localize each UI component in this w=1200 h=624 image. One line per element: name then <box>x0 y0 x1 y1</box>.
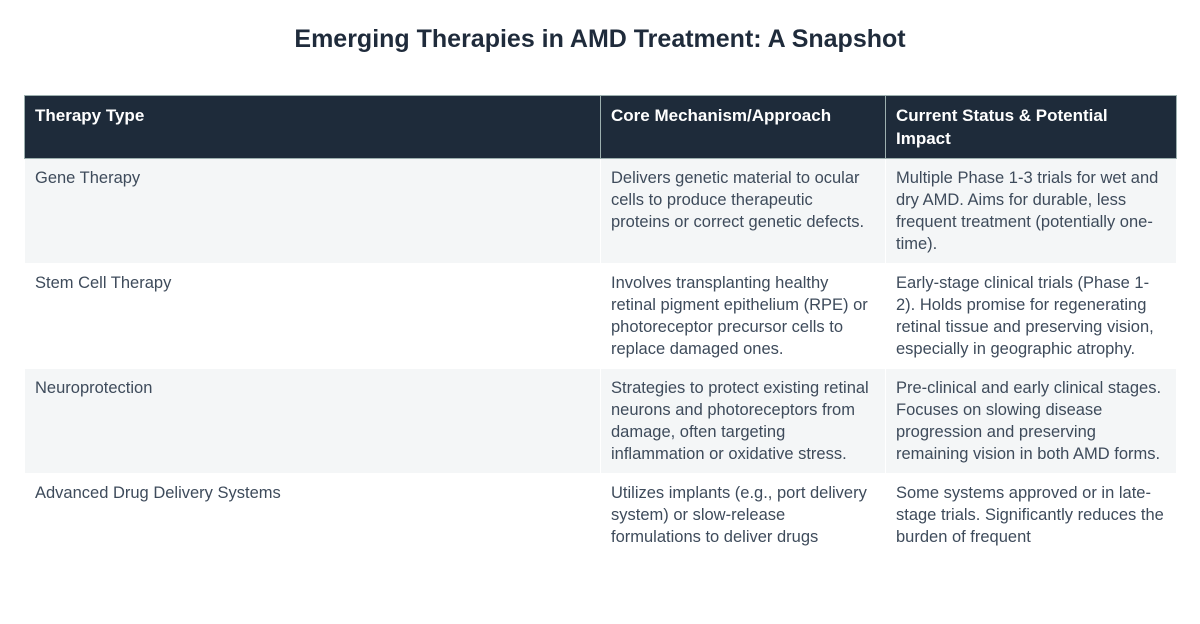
table-header-row: Therapy Type Core Mechanism/Approach Cur… <box>24 95 1177 159</box>
cell-current-status: Early-stage clinical trials (Phase 1-2).… <box>885 263 1177 369</box>
cell-core-mechanism: Delivers genetic material to ocular cell… <box>600 158 886 264</box>
cell-current-status: Multiple Phase 1-3 trials for wet and dr… <box>885 158 1177 264</box>
table-row: Gene Therapy Delivers genetic material t… <box>24 158 1177 264</box>
cell-therapy-type: Gene Therapy <box>24 158 601 264</box>
column-header-core-mechanism: Core Mechanism/Approach <box>600 95 886 159</box>
cell-current-status: Some systems approved or in late-stage t… <box>885 473 1177 557</box>
page-title: Emerging Therapies in AMD Treatment: A S… <box>294 25 906 53</box>
column-header-therapy-type: Therapy Type <box>24 95 601 159</box>
column-header-current-status: Current Status & Potential Impact <box>885 95 1177 159</box>
cell-core-mechanism: Strategies to protect existing retinal n… <box>600 368 886 474</box>
table-row: Neuroprotection Strategies to protect ex… <box>24 368 1177 474</box>
cell-current-status: Pre-clinical and early clinical stages. … <box>885 368 1177 474</box>
cell-core-mechanism: Involves transplanting healthy retinal p… <box>600 263 886 369</box>
cell-core-mechanism: Utilizes implants (e.g., port delivery s… <box>600 473 886 557</box>
cell-therapy-type: Stem Cell Therapy <box>24 263 601 369</box>
cell-therapy-type: Neuroprotection <box>24 368 601 474</box>
table-row: Advanced Drug Delivery Systems Utilizes … <box>24 473 1177 557</box>
emerging-therapies-table: Therapy Type Core Mechanism/Approach Cur… <box>24 95 1177 557</box>
cell-therapy-type: Advanced Drug Delivery Systems <box>24 473 601 557</box>
table-row: Stem Cell Therapy Involves transplanting… <box>24 263 1177 369</box>
